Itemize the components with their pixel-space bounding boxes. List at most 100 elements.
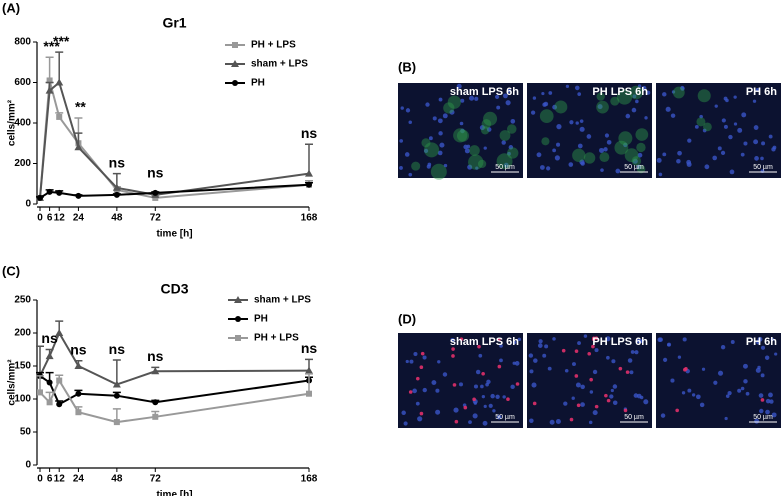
y-tick-label: 800	[14, 37, 31, 48]
nucleus	[478, 353, 483, 358]
nucleus	[733, 95, 737, 99]
stain	[618, 366, 623, 371]
nucleus	[682, 337, 687, 342]
nucleus	[431, 380, 437, 386]
nucleus	[408, 172, 413, 177]
nucleus	[586, 134, 592, 139]
nucleus	[569, 120, 574, 125]
nucleus	[717, 146, 722, 151]
panel-label: (A)	[2, 0, 20, 15]
nucleus	[568, 162, 574, 167]
nucleus	[505, 100, 511, 106]
nucleus	[770, 337, 774, 342]
marker	[56, 113, 63, 120]
stain	[453, 128, 468, 143]
nucleus	[490, 393, 495, 399]
stain	[515, 382, 520, 386]
nucleus	[458, 382, 464, 387]
stain	[496, 337, 501, 342]
nucleus	[552, 337, 556, 341]
panel-label: (B)	[398, 59, 416, 74]
nucleus	[701, 367, 706, 371]
nucleus	[630, 350, 635, 354]
nucleus	[606, 139, 612, 145]
stain	[532, 401, 537, 406]
stain	[631, 156, 642, 166]
scale-label: 50 µm	[624, 414, 644, 421]
stain	[480, 126, 490, 135]
nucleus	[548, 91, 553, 95]
stain	[497, 364, 502, 369]
stain	[583, 152, 596, 164]
nucleus	[495, 394, 500, 399]
stain	[623, 408, 628, 413]
stain	[477, 344, 481, 349]
chart-title: CD3	[160, 281, 188, 297]
nucleus	[480, 384, 484, 389]
marker	[152, 189, 159, 196]
nucleus	[658, 172, 663, 177]
stain	[420, 351, 425, 356]
nucleus	[743, 141, 748, 146]
scale-label: 50 µm	[495, 164, 515, 171]
stain	[591, 344, 595, 349]
nucleus	[544, 344, 549, 349]
nucleus	[409, 359, 414, 364]
nucleus	[677, 355, 682, 359]
nucleus	[529, 418, 534, 424]
nucleus	[473, 384, 479, 389]
nucleus	[503, 93, 508, 99]
nucleus	[677, 150, 682, 156]
annotation: ns	[301, 340, 318, 356]
nucleus	[475, 166, 479, 170]
legend-label: sham + LPS	[254, 295, 311, 306]
nucleus	[423, 148, 429, 154]
marker	[56, 377, 63, 384]
x-tick-label: 24	[73, 474, 85, 485]
marker	[46, 379, 53, 386]
nucleus	[517, 337, 522, 342]
nucleus	[405, 359, 409, 364]
stain	[447, 95, 462, 109]
stain	[574, 374, 579, 378]
nucleus	[486, 127, 492, 132]
nucleus	[768, 134, 773, 139]
x-tick-label: 12	[54, 213, 66, 224]
error-bar	[55, 51, 64, 83]
nucleus	[483, 404, 487, 408]
tile-caption: sham LPS 6h	[450, 86, 519, 98]
nucleus	[670, 113, 676, 118]
stain	[481, 371, 485, 376]
nucleus	[631, 107, 637, 113]
nucleus	[725, 394, 730, 398]
nucleus	[456, 83, 462, 89]
nucleus	[554, 155, 560, 161]
x-tick-label: 12	[54, 474, 66, 485]
nucleus	[737, 127, 743, 133]
y-tick-label: 200	[14, 328, 31, 339]
nucleus	[488, 403, 493, 408]
tile-caption: PH LPS 6h	[592, 86, 648, 98]
nucleus	[503, 162, 509, 168]
nucleus	[727, 390, 732, 396]
stain	[419, 411, 424, 416]
nucleus	[538, 339, 543, 344]
annotation: ns	[70, 341, 87, 357]
nucleus	[755, 367, 761, 373]
nucleus	[539, 165, 545, 170]
scale-label: 50 µm	[624, 164, 644, 171]
nucleus	[412, 388, 417, 394]
nucleus	[556, 124, 562, 130]
nucleus	[474, 96, 479, 101]
stain	[596, 92, 605, 101]
nucleus	[758, 393, 764, 398]
stain	[684, 367, 688, 371]
nucleus	[589, 390, 594, 394]
nucleus	[437, 118, 443, 124]
nucleus	[662, 92, 667, 97]
nucleus	[676, 158, 681, 164]
stain	[587, 351, 592, 356]
nucleus	[483, 146, 487, 150]
nucleus	[580, 161, 585, 166]
nucleus	[466, 144, 471, 149]
